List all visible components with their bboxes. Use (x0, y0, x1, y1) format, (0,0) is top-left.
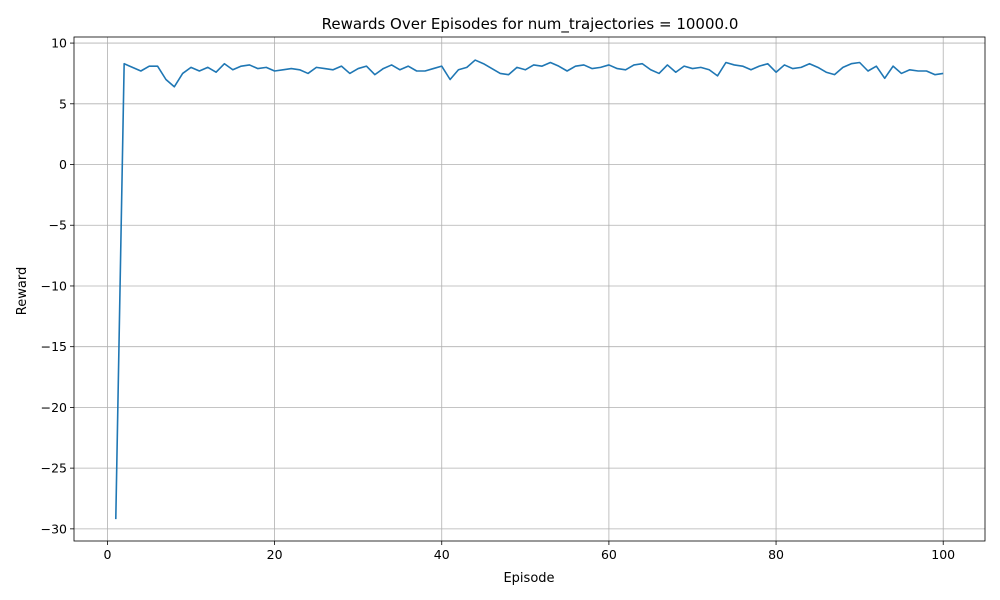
x-tick-label: 100 (931, 547, 955, 562)
grid (74, 37, 985, 541)
x-tick-label: 60 (601, 547, 617, 562)
reward-series-line (114, 59, 944, 520)
chart-title: Rewards Over Episodes for num_trajectori… (322, 15, 739, 34)
y-tick-label: −10 (41, 278, 67, 293)
y-tick-label: 0 (59, 157, 67, 172)
x-tick-label: 80 (768, 547, 784, 562)
y-tick-label: 10 (51, 36, 67, 51)
series-layer (114, 59, 944, 520)
y-tick-label: −30 (41, 521, 67, 536)
x-tick-label: 20 (267, 547, 283, 562)
y-tick-label: −5 (49, 218, 67, 233)
x-tick-label: 0 (103, 547, 111, 562)
x-axis-label: Episode (503, 571, 554, 586)
x-tick-label: 40 (434, 547, 450, 562)
y-tick-label: −15 (41, 339, 67, 354)
y-axis-label: Reward (15, 267, 30, 315)
ticks: 0 20 40 60 80 100 10 5 0 −5 −10 −15 −20 −25 −30 (41, 36, 956, 562)
y-tick-label: 5 (59, 96, 67, 111)
y-tick-label: −25 (41, 461, 67, 476)
y-tick-label: −20 (41, 400, 67, 415)
plot-frame (73, 36, 986, 542)
